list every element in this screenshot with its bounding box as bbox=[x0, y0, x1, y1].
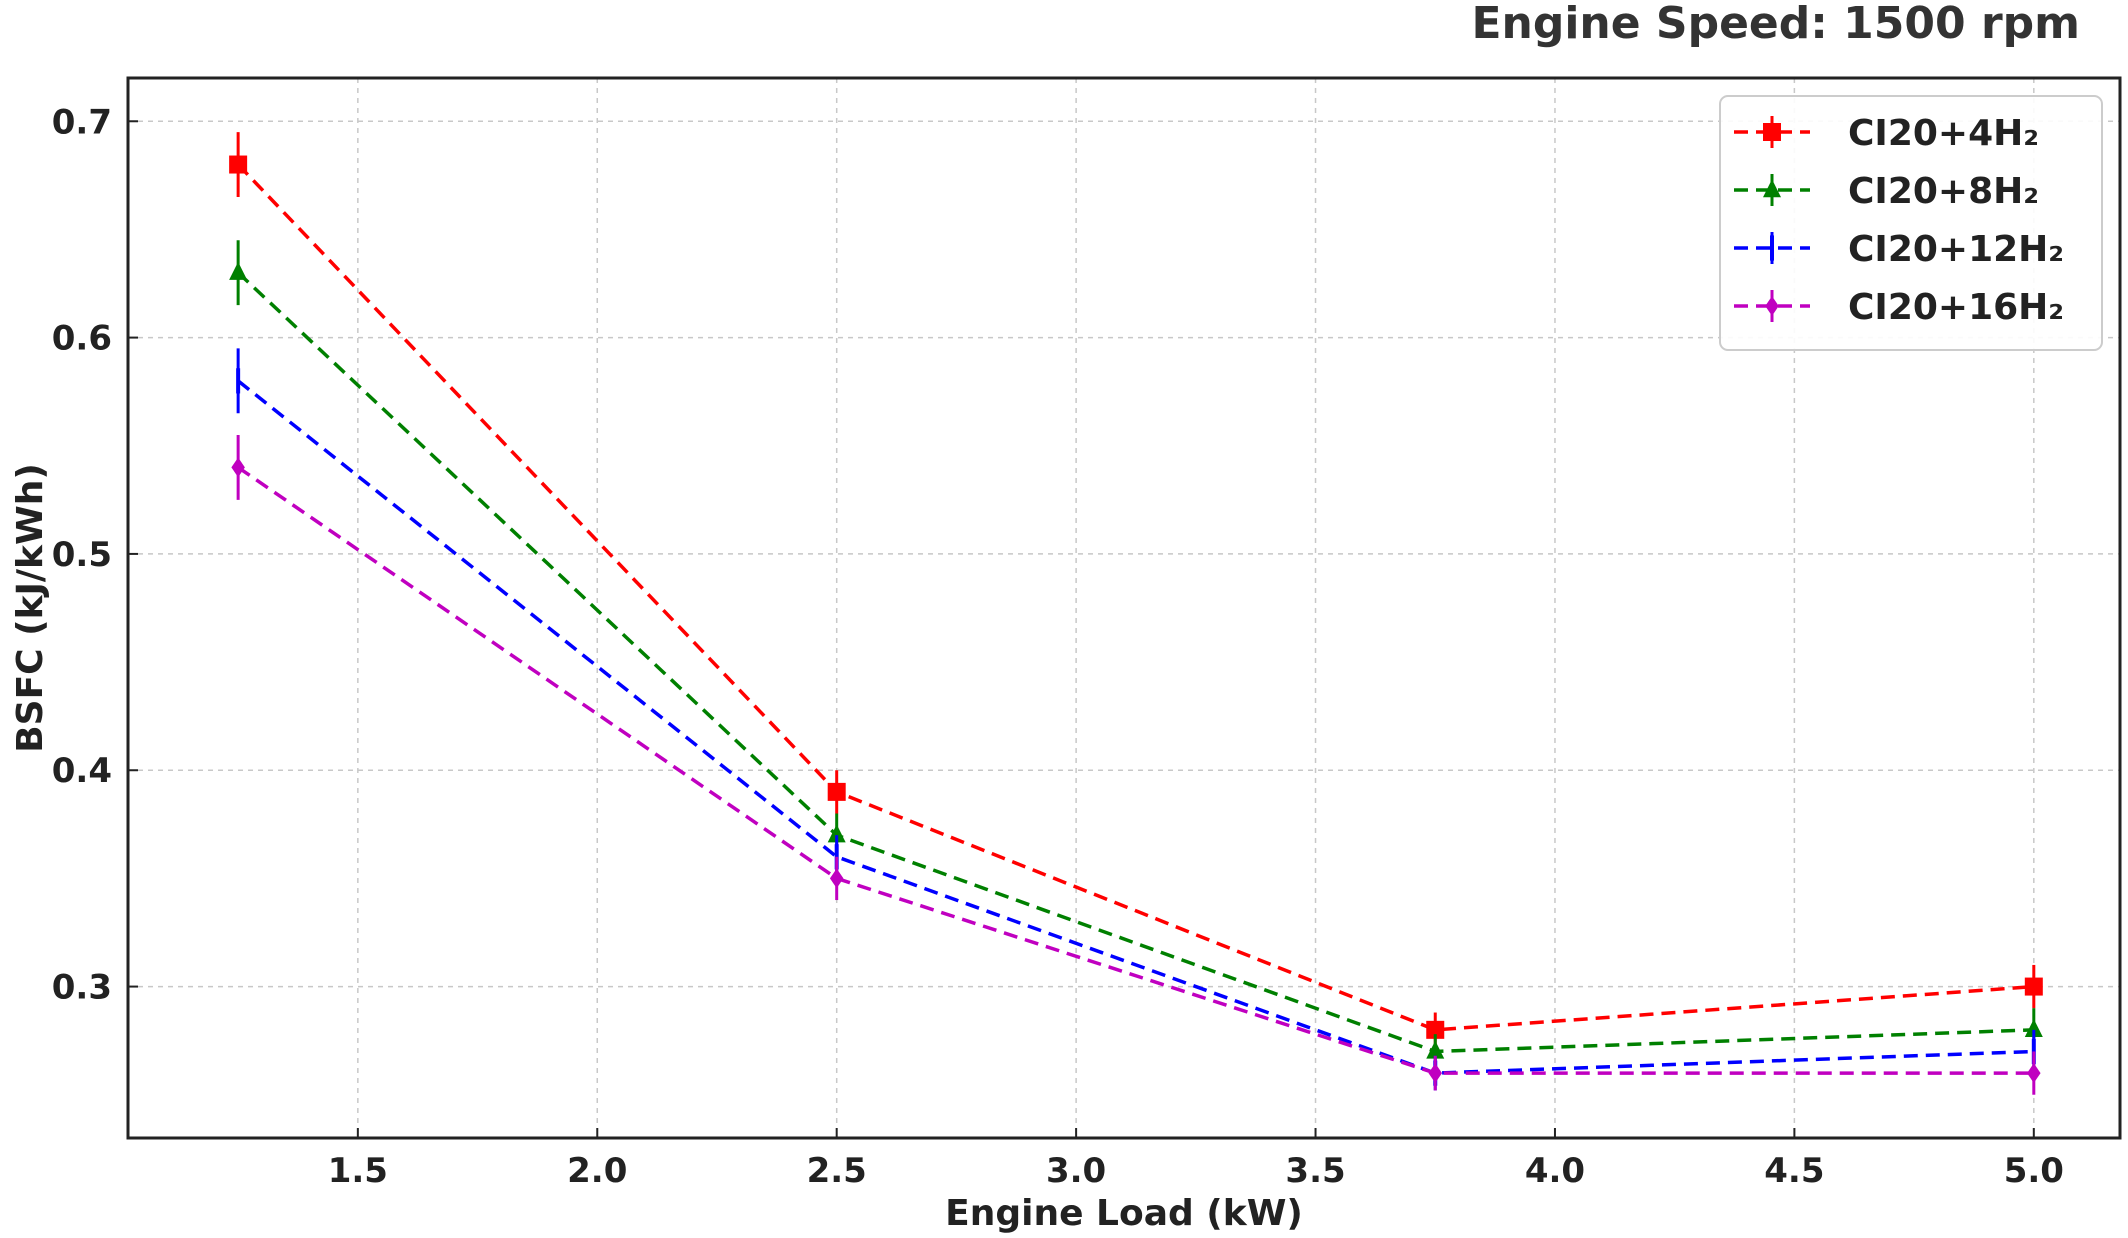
square-marker bbox=[1763, 123, 1781, 141]
y-tick-label: 0.7 bbox=[52, 102, 112, 142]
diamond-marker bbox=[1765, 296, 1779, 316]
series-line bbox=[237, 379, 2034, 1075]
y-tick-label: 0.5 bbox=[52, 535, 112, 575]
triangle-marker bbox=[827, 824, 846, 843]
legend-item: CI20+12H₂ bbox=[1734, 229, 2064, 270]
legend-label: CI20+12H₂ bbox=[1848, 229, 2064, 270]
series-line bbox=[236, 271, 2034, 1054]
x-tick-label: 5.0 bbox=[2004, 1151, 2064, 1191]
triangle-marker bbox=[2024, 1019, 2043, 1038]
series-line bbox=[236, 163, 2034, 1032]
series-CI20+12H₂ bbox=[236, 348, 2036, 1091]
axis-ticks: 1.5 2.0 2.5 3.0 3.5 4.0 4.5 5.0 0.3 0.4 0.5 0.6 0.7 bbox=[52, 102, 2064, 1191]
diamond-marker bbox=[2027, 1063, 2041, 1084]
chart-title: Engine Speed: 1500 rpm bbox=[1471, 0, 2080, 49]
legend-item: CI20+4H₂ bbox=[1734, 113, 2039, 154]
x-tick-label: 3.5 bbox=[1285, 1151, 1345, 1191]
legend-item: CI20+16H₂ bbox=[1734, 287, 2064, 328]
square-marker bbox=[2024, 977, 2043, 996]
x-tick-label: 2.5 bbox=[807, 1151, 867, 1191]
triangle-marker bbox=[1426, 1040, 1445, 1059]
series-CI20+16H₂ bbox=[231, 434, 2041, 1095]
legend-label: CI20+8H₂ bbox=[1848, 171, 2039, 212]
series-layer bbox=[229, 132, 2043, 1095]
plot-frame bbox=[126, 76, 2122, 1140]
diamond-marker bbox=[231, 457, 245, 478]
x-axis-title: Engine Load (kW) bbox=[945, 1193, 1303, 1234]
legend: CI20+4H₂ CI20+8H₂ CI20+12H₂ CI20+16H₂ bbox=[1719, 95, 2103, 351]
series-CI20+8H₂ bbox=[229, 240, 2043, 1069]
square-marker bbox=[1426, 1020, 1445, 1039]
legend-item: CI20+8H₂ bbox=[1734, 171, 2039, 212]
y-axis-title: BSFC (kJ/kWh) bbox=[10, 463, 51, 753]
triangle-marker bbox=[1763, 179, 1781, 198]
y-tick-label: 0.4 bbox=[52, 751, 112, 791]
series-CI20+4H₂ bbox=[229, 132, 2043, 1048]
legend-label: CI20+16H₂ bbox=[1848, 287, 2064, 328]
square-marker bbox=[229, 155, 248, 174]
y-tick-label: 0.3 bbox=[52, 968, 112, 1008]
triangle-marker bbox=[229, 261, 248, 280]
legend-box bbox=[1719, 95, 2103, 351]
series-line bbox=[237, 465, 2034, 1075]
y-tick-label: 0.6 bbox=[52, 319, 112, 359]
x-tick-label: 3.0 bbox=[1046, 1151, 1106, 1191]
diamond-marker bbox=[1428, 1063, 1442, 1084]
diamond-marker bbox=[829, 868, 844, 889]
x-tick-label: 4.0 bbox=[1525, 1151, 1585, 1191]
square-marker bbox=[827, 782, 846, 801]
x-tick-label: 1.5 bbox=[328, 1151, 388, 1191]
x-tick-label: 4.5 bbox=[1764, 1151, 1824, 1191]
legend-label: CI20+4H₂ bbox=[1848, 113, 2039, 154]
x-tick-label: 2.0 bbox=[567, 1151, 627, 1191]
